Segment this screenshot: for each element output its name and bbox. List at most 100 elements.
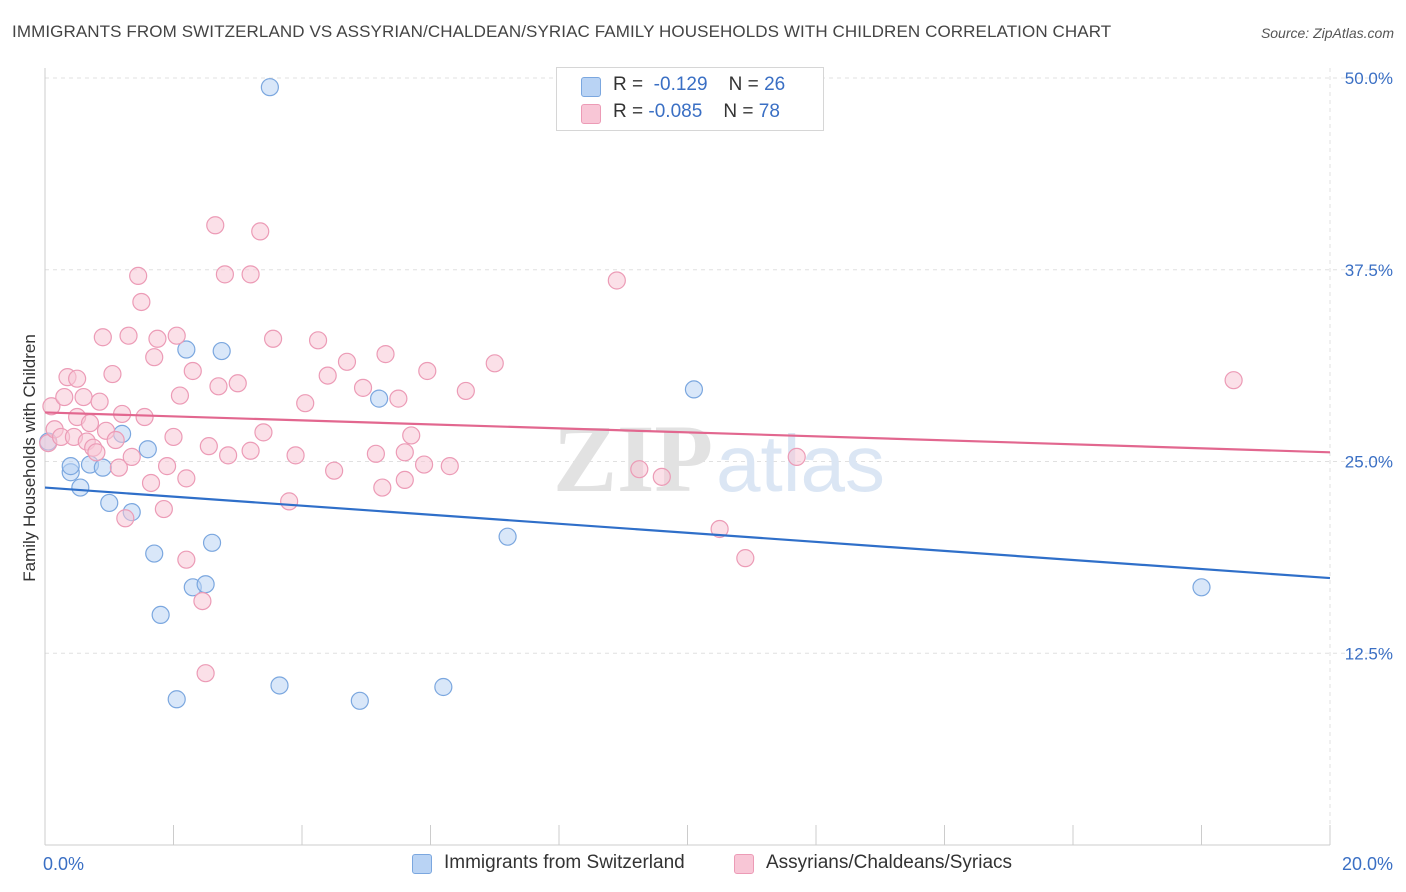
- data-point-blue: [498, 527, 517, 546]
- data-point-pink: [206, 216, 225, 235]
- data-point-pink: [148, 329, 167, 348]
- data-point-pink: [193, 591, 212, 611]
- data-point-pink: [241, 441, 260, 460]
- data-point-pink: [68, 369, 87, 388]
- data-point-pink: [109, 458, 128, 477]
- data-point-blue: [71, 478, 90, 497]
- data-point-blue: [151, 605, 170, 625]
- data-point-blue: [370, 389, 389, 408]
- data-point-pink: [736, 549, 755, 568]
- data-point-pink: [395, 470, 414, 490]
- data-point-pink: [74, 387, 93, 407]
- source-credit: Source: ZipAtlas.com: [1260, 25, 1394, 41]
- data-point-blue: [177, 340, 196, 359]
- data-point-pink: [440, 457, 459, 476]
- x-tick-label-max: 20.0%: [1342, 854, 1393, 874]
- legend-r-value-1: -0.129: [653, 74, 708, 95]
- data-point-pink: [296, 394, 315, 413]
- data-point-blue: [196, 575, 215, 594]
- legend-n-value-2: 78: [758, 101, 780, 122]
- data-point-blue: [100, 493, 119, 513]
- data-point-pink: [177, 469, 196, 488]
- y-tick-label: 25.0%: [1345, 453, 1393, 472]
- data-point-pink: [373, 478, 392, 497]
- data-point-pink: [286, 446, 305, 465]
- legend-swatch-blue: [581, 77, 601, 97]
- data-point-pink: [177, 550, 196, 569]
- data-point-blue: [138, 440, 157, 459]
- data-point-pink: [418, 361, 437, 381]
- data-point-pink: [280, 492, 299, 511]
- data-point-blue: [167, 690, 186, 709]
- data-point-pink: [209, 377, 228, 396]
- chart-title: IMMIGRANTS FROM SWITZERLAND VS ASSYRIAN/…: [12, 22, 1112, 41]
- legend-n-label: N =: [728, 74, 759, 95]
- data-point-blue: [145, 544, 164, 563]
- data-point-pink: [263, 329, 283, 348]
- data-point-pink: [55, 387, 74, 407]
- data-point-pink: [630, 460, 649, 479]
- data-point-pink: [353, 378, 373, 397]
- data-point-pink: [325, 461, 344, 480]
- data-point-blue: [434, 677, 453, 697]
- axes-layer: [44, 68, 1331, 846]
- legend-r-value-2: -0.085: [648, 101, 703, 122]
- data-point-pink: [219, 446, 238, 465]
- data-point-pink: [787, 447, 806, 466]
- data-point-pink: [199, 437, 218, 456]
- legend-r-label: R =: [613, 101, 644, 122]
- data-point-pink: [485, 354, 504, 373]
- watermark-zip: ZIP: [553, 405, 713, 512]
- legend-swatch-pink: [581, 104, 601, 124]
- data-point-blue: [61, 457, 80, 476]
- data-point-pink: [135, 407, 154, 427]
- data-point-blue: [93, 458, 112, 477]
- legend-r-label: R =: [613, 74, 644, 95]
- data-point-pink: [251, 222, 270, 241]
- labels-layer: 12.5% 25.0% 37.5% 50.0% 0.0% 20.0% Family Hous…: [20, 69, 1393, 874]
- data-point-pink: [122, 447, 141, 466]
- data-point-pink: [228, 374, 247, 393]
- data-point-pink: [116, 509, 135, 528]
- data-point-pink: [366, 444, 385, 463]
- data-point-pink: [710, 519, 729, 539]
- data-point-pink: [241, 265, 260, 284]
- data-point-pink: [337, 352, 357, 371]
- points-layer: [39, 78, 1243, 710]
- data-point-pink: [90, 392, 109, 411]
- data-point-blue: [270, 676, 289, 695]
- trend-line-blue: [44, 486, 1331, 580]
- legend-n-value-1: 26: [764, 74, 786, 95]
- data-point-pink: [93, 328, 112, 347]
- data-point-pink: [196, 664, 215, 683]
- data-point-pink: [183, 361, 202, 381]
- data-point-pink: [607, 271, 626, 290]
- trend-layer: [44, 411, 1331, 580]
- data-point-pink: [145, 348, 164, 367]
- data-point-pink: [167, 326, 186, 345]
- data-point-pink: [652, 467, 671, 486]
- data-point-pink: [308, 331, 328, 350]
- data-point-pink: [402, 426, 421, 445]
- correlation-legend: R = -0.129 N = 26 R = -0.085 N = 78: [556, 67, 824, 131]
- y-tick-label: 12.5%: [1345, 644, 1393, 663]
- data-point-pink: [170, 386, 190, 405]
- bottom-legend-swatch-blue: [412, 854, 432, 874]
- data-point-pink: [157, 457, 177, 476]
- data-point-blue: [260, 78, 279, 97]
- data-point-pink: [132, 292, 151, 312]
- x-tick-label-min: 0.0%: [43, 854, 84, 874]
- data-point-pink: [103, 364, 122, 384]
- data-point-pink: [215, 265, 234, 284]
- data-point-blue: [350, 691, 369, 710]
- watermark: ZIP atlas: [553, 405, 885, 512]
- data-point-pink: [129, 266, 148, 285]
- data-point-blue: [212, 341, 231, 361]
- trend-line-pink: [44, 411, 1331, 454]
- data-point-pink: [414, 455, 434, 474]
- bottom-legend-label-switzerland: Immigrants from Switzerland: [444, 852, 685, 873]
- data-point-pink: [318, 366, 337, 385]
- data-point-blue: [202, 533, 222, 552]
- data-point-pink: [1224, 371, 1243, 390]
- data-point-pink: [164, 427, 183, 447]
